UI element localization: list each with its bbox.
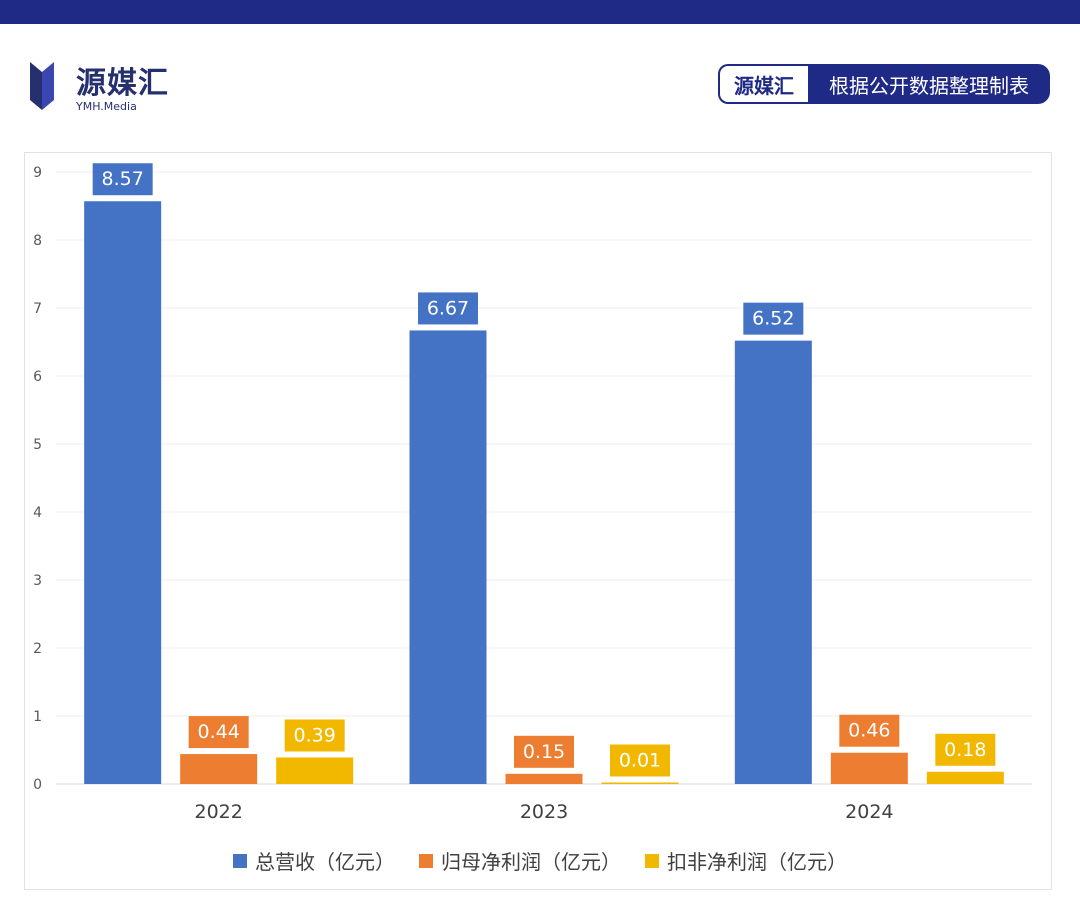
y-tick-label-9: 9 — [33, 165, 42, 181]
data-label-2024-series-2: 0.18 — [944, 739, 986, 761]
x-tick-label-2022: 2022 — [194, 801, 242, 823]
legend-label-revenue: 总营收（亿元） — [255, 850, 395, 874]
top-band — [0, 0, 1080, 24]
legend-swatch-adjusted-profit — [645, 853, 659, 868]
data-label-2023-series-1: 0.15 — [523, 741, 565, 763]
y-tick-label-7: 7 — [33, 301, 42, 317]
y-tick-label-2: 2 — [33, 641, 42, 657]
brand-name: 源媒汇 — [76, 66, 169, 101]
legend-label-adjusted-profit: 扣非净利润（亿元） — [667, 850, 847, 874]
brand-logo: 源媒汇 YMH.Media — [30, 58, 230, 114]
data-label-box-2024-series-2 — [935, 733, 996, 766]
bar-2022-series-1 — [180, 754, 258, 784]
y-tick-label-3: 3 — [33, 573, 42, 589]
data-label-2022-series-1: 0.44 — [198, 721, 240, 743]
bar-2022-series-2 — [276, 757, 354, 784]
y-tick-label-6: 6 — [33, 369, 42, 385]
data-label-2023-series-2: 0.01 — [619, 750, 661, 772]
source-tag-brand: 源媒汇 — [718, 64, 808, 104]
data-label-box-2024-series-0 — [743, 302, 804, 335]
y-tick-label-8: 8 — [33, 233, 42, 249]
y-tick-label-4: 4 — [33, 505, 42, 521]
data-label-box-2022-series-2 — [284, 719, 345, 752]
x-tick-label-2024: 2024 — [845, 801, 893, 823]
y-tick-label-1: 1 — [33, 709, 42, 725]
bar-2024-series-1 — [830, 752, 908, 784]
data-label-box-2022-series-0 — [92, 163, 153, 196]
legend-item-revenue: 总营收（亿元） — [233, 846, 395, 875]
bar-2023-series-2 — [601, 782, 679, 784]
bar-2023-series-0 — [409, 330, 487, 784]
legend-item-adjusted-profit: 扣非净利润（亿元） — [645, 846, 847, 875]
data-label-2023-series-0: 6.67 — [427, 297, 469, 319]
brand-mark-icon — [30, 62, 54, 110]
data-label-2024-series-1: 0.46 — [848, 720, 890, 742]
source-tag-note: 根据公开数据整理制表 — [808, 64, 1050, 104]
bar-2022-series-0 — [84, 201, 162, 785]
data-label-2024-series-0: 6.52 — [752, 308, 794, 330]
data-label-box-2024-series-1 — [839, 714, 900, 747]
chart-legend: 总营收（亿元） 归母净利润（亿元） 扣非净利润（亿元） — [0, 846, 1080, 875]
data-label-2022-series-0: 8.57 — [102, 168, 144, 190]
source-tag: 源媒汇 根据公开数据整理制表 — [718, 64, 1050, 106]
bar-2023-series-1 — [505, 773, 583, 784]
brand-sub: YMH.Media — [76, 100, 137, 113]
bar-2024-series-0 — [734, 340, 812, 784]
data-label-box-2023-series-1 — [514, 735, 574, 768]
bar-2024-series-2 — [926, 771, 1004, 784]
legend-swatch-revenue — [233, 853, 247, 868]
x-tick-label-2023: 2023 — [520, 801, 568, 823]
legend-swatch-net-profit — [419, 853, 433, 868]
y-tick-label-0: 0 — [33, 777, 42, 793]
data-label-2022-series-2: 0.39 — [294, 724, 336, 746]
data-label-box-2022-series-1 — [188, 716, 249, 749]
y-tick-label-5: 5 — [33, 437, 42, 453]
legend-item-net-profit: 归母净利润（亿元） — [419, 846, 621, 875]
legend-label-net-profit: 归母净利润（亿元） — [441, 850, 621, 874]
data-label-box-2023-series-0 — [418, 292, 478, 325]
data-label-box-2023-series-2 — [610, 744, 670, 777]
